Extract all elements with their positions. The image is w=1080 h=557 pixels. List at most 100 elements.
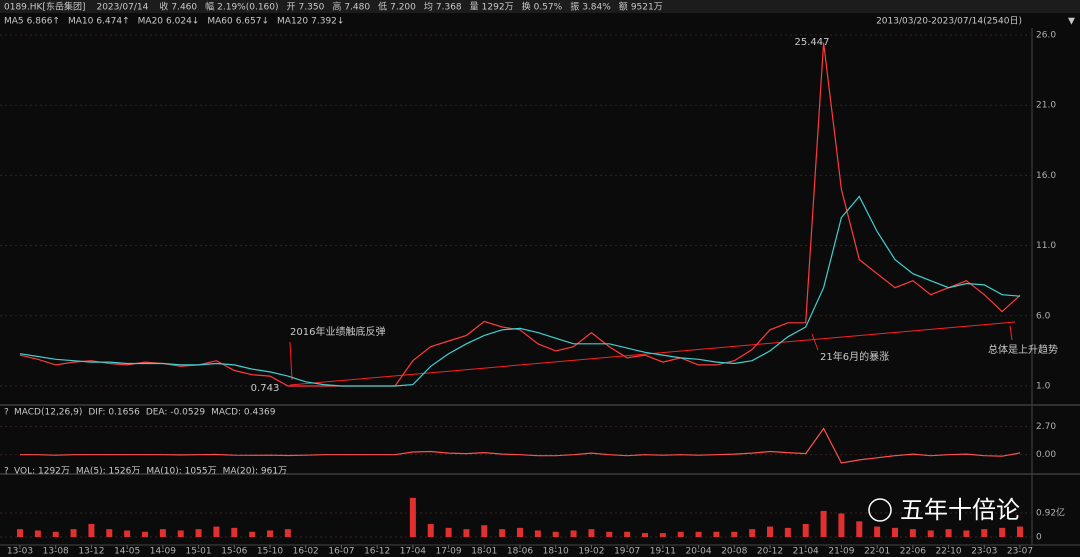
volume-bar (1017, 526, 1023, 537)
y-tick-label: 16.0 (1036, 171, 1056, 181)
volume-bar (409, 497, 416, 537)
y-tick-label: 1.0 (1036, 381, 1051, 391)
volume-bar (767, 526, 773, 537)
volume-bar (88, 523, 95, 537)
x-tick-label: 19-02 (578, 547, 604, 557)
price-line (19, 42, 1021, 387)
price-line (20, 427, 1021, 464)
price-line (19, 195, 1021, 387)
header-value: 7.368 (436, 3, 462, 13)
ma-label: MA5 (4, 17, 24, 27)
arrow (1009, 325, 1013, 341)
volume-bar (481, 525, 488, 537)
annotation: 21年6月的暴涨 (820, 350, 889, 363)
x-tick-label: 18-06 (507, 547, 533, 557)
x-tick-label: 16-07 (328, 547, 354, 557)
volume-bar (606, 531, 613, 537)
volume-bar (284, 529, 291, 537)
x-tick-label: 14-05 (114, 547, 140, 557)
header-label: 0189.HK[东岳集团] (4, 1, 85, 13)
volume-bar (624, 531, 631, 537)
header-bar (0, 0, 1080, 13)
panel-title: MACD(12,26,9) (14, 408, 82, 418)
header-value: 3.84% (582, 3, 611, 13)
x-tick-label: 15-06 (221, 547, 247, 557)
header-label: 收 (159, 1, 168, 13)
annotation: 0.743 (251, 383, 280, 394)
x-tick-label: 18-10 (543, 547, 569, 557)
volume-bar (838, 513, 845, 537)
panel-legend: MA(5): 1526万 (76, 467, 140, 477)
x-tick-label: 23-07 (1007, 547, 1033, 557)
volume-bar (713, 531, 720, 537)
header-label: 振 (570, 1, 579, 13)
ma-value: 6.866↑ (27, 17, 60, 27)
header-value: 7.480 (344, 3, 370, 13)
panel-title: VOL: 1292万 (14, 467, 70, 477)
ma-label: MA60 (207, 17, 233, 27)
range-arrow: ▼ (1068, 17, 1075, 27)
x-tick-label: 21-04 (793, 547, 819, 557)
panel-legend: MA(20): 961万 (223, 467, 287, 477)
header-label: 换 (522, 1, 531, 13)
volume-bar (463, 529, 470, 537)
x-tick-label: 22-10 (935, 547, 961, 557)
volume-bar (159, 529, 166, 537)
volume-bar (70, 529, 77, 537)
header-label: 额 (619, 1, 628, 13)
ma-label: MA10 (68, 17, 94, 27)
annotation: 总体是上升趋势 (988, 343, 1058, 356)
header-value: 9521万 (631, 3, 663, 13)
volume-bar (588, 529, 595, 537)
x-tick-label: 17-09 (435, 547, 461, 557)
header-value: 1292万 (482, 3, 514, 13)
volume-bar (34, 530, 41, 537)
x-tick-label: 15-10 (257, 547, 283, 557)
ma-value: 7.392↓ (311, 17, 344, 27)
annotation: 25.447 (795, 37, 830, 48)
x-tick-label: 22-06 (900, 547, 926, 557)
volume-bar (642, 533, 648, 537)
x-tick-label: 19-11 (650, 547, 676, 557)
header-label: 高 (332, 1, 341, 13)
y-tick-label: 0 (1036, 533, 1042, 543)
volume-bar (124, 530, 131, 537)
y-tick-label: 6.0 (1036, 311, 1051, 321)
volume-bar (677, 531, 684, 537)
header-label: 2023/07/14 (96, 3, 148, 13)
y-tick-label: 26.0 (1036, 31, 1056, 41)
header-value: 0.57% (534, 3, 563, 13)
ma-value: 6.024↓ (166, 17, 199, 27)
header-label: 低 (378, 1, 387, 13)
panel-marker: ? (4, 467, 9, 477)
volume-bar (856, 521, 863, 537)
volume-bar (874, 526, 881, 537)
volume-bar (106, 529, 113, 537)
x-tick-label: 16-12 (364, 547, 390, 557)
y-tick-label: 21.0 (1036, 101, 1056, 111)
y-tick-label: 11.0 (1036, 241, 1056, 251)
x-tick-label: 13-12 (78, 547, 104, 557)
panel-legend: MACD: 0.4369 (211, 408, 276, 418)
volume-bar (195, 529, 202, 537)
header-value: 7.200 (390, 3, 416, 13)
panel-marker: ? (4, 408, 9, 418)
volume-bar (981, 529, 988, 537)
x-tick-label: 20-08 (721, 547, 747, 557)
x-tick-label: 18-01 (471, 547, 497, 557)
x-tick-label: 15-01 (185, 547, 211, 557)
x-tick-label: 16-02 (293, 547, 319, 557)
volume-bar (517, 527, 523, 537)
volume-bar (820, 510, 827, 537)
volume-bar (231, 527, 238, 537)
panel-legend: DEA: -0.0529 (146, 408, 206, 418)
arrow (289, 341, 293, 381)
ma-value: 6.657↓ (236, 17, 269, 27)
volume-bar (945, 529, 952, 537)
header-value: 7.350 (299, 3, 325, 13)
ma-label: MA20 (138, 17, 164, 27)
volume-bar (659, 533, 666, 537)
volume-bar (445, 527, 452, 537)
